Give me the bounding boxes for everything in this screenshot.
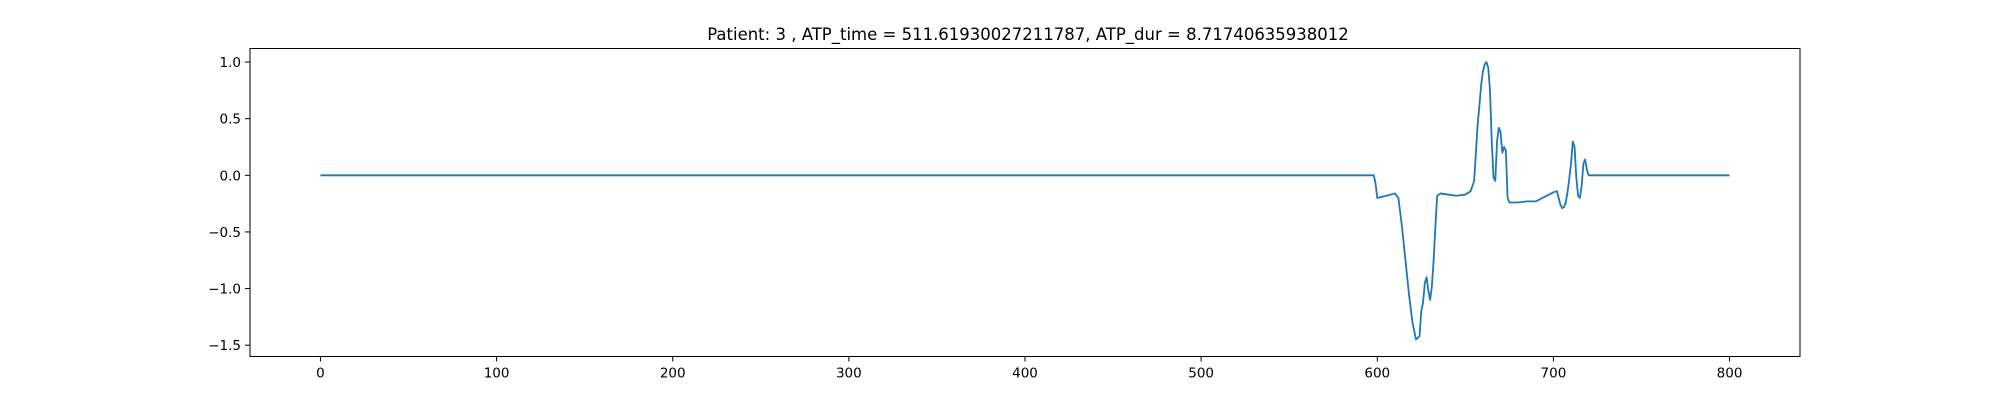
x-tick-label: 700: [1541, 366, 1567, 382]
x-tick-label: 400: [1012, 366, 1038, 382]
y-tick-label: 0.5: [220, 112, 241, 128]
plot-area: [320, 61, 1730, 341]
y-tick-label: −1.0: [208, 282, 241, 298]
y-tick-label: 0.0: [220, 168, 241, 184]
x-tick-label: 300: [836, 366, 862, 382]
x-tick-label: 600: [1364, 366, 1390, 382]
axes-frame: [249, 48, 1801, 357]
y-tick-label: 1.0: [220, 55, 241, 71]
series-line-0: [320, 61, 1730, 341]
x-axis: 0 100 200 300 400 500 600 700 800: [316, 356, 1743, 382]
x-tick-label: 0: [316, 366, 325, 382]
chart-title: Patient: 3 , ATP_time = 511.619300272117…: [707, 25, 1349, 45]
x-tick-label: 500: [1188, 366, 1214, 382]
y-tick-label: −1.5: [208, 338, 241, 354]
y-axis: 1.0 0.5 0.0 −0.5 −1.0 −1.5: [208, 55, 250, 354]
x-tick-label: 800: [1717, 366, 1743, 382]
x-tick-label: 100: [484, 366, 510, 382]
y-tick-label: −0.5: [208, 225, 241, 241]
x-tick-label: 200: [660, 366, 686, 382]
